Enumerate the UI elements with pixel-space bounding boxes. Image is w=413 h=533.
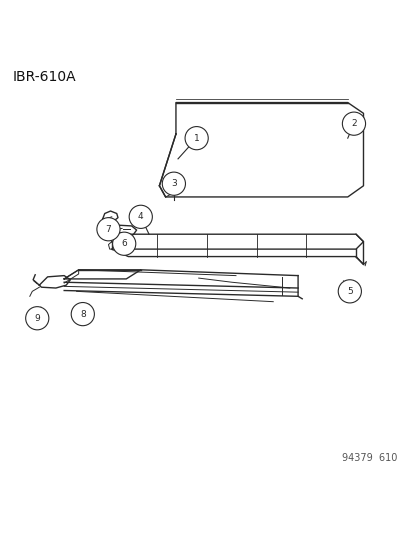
Circle shape [26,306,49,330]
Text: 9: 9 [34,314,40,323]
Text: 8: 8 [80,310,85,319]
Text: 1: 1 [193,134,199,143]
Text: 5: 5 [346,287,352,296]
Circle shape [185,126,208,150]
Circle shape [112,232,135,255]
Text: IBR-610A: IBR-610A [12,70,76,84]
Circle shape [162,172,185,195]
Text: 94379  610: 94379 610 [341,453,396,463]
Text: 4: 4 [138,212,143,221]
Circle shape [129,205,152,229]
Circle shape [342,112,365,135]
Circle shape [71,303,94,326]
Circle shape [337,280,361,303]
Circle shape [97,217,120,241]
Text: 2: 2 [350,119,356,128]
Text: 3: 3 [171,179,176,188]
Text: 6: 6 [121,239,127,248]
Text: 7: 7 [105,225,111,234]
